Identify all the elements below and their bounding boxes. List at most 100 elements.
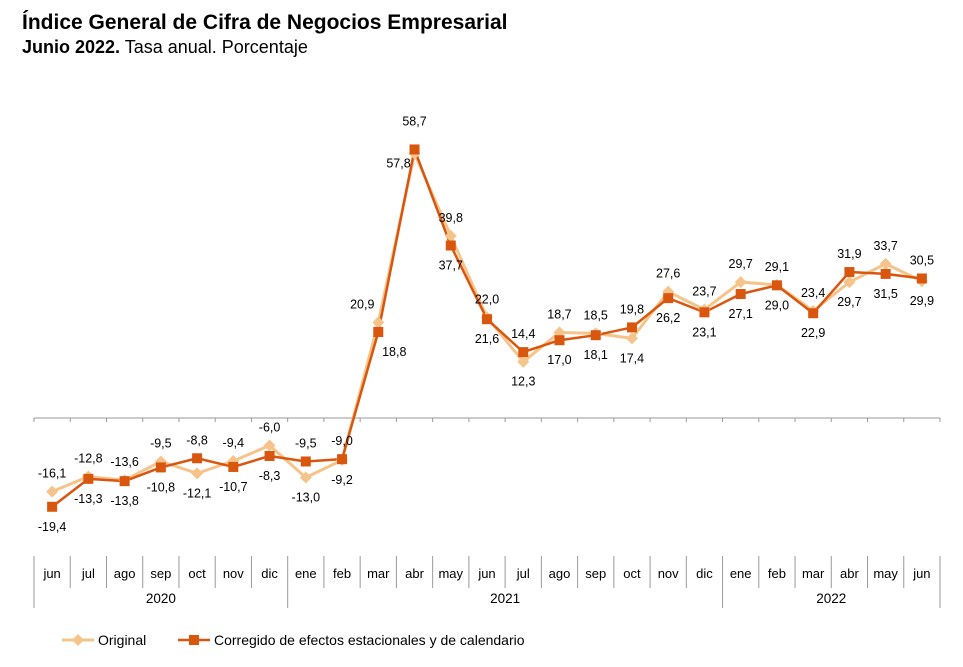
data-label-corrected: 29,0 xyxy=(765,298,789,312)
data-label-corrected: 19,8 xyxy=(620,302,644,316)
data-label-original: 22,0 xyxy=(475,292,499,306)
x-tick-label: nov xyxy=(658,566,679,581)
marker-original xyxy=(444,229,457,242)
data-label-corrected: 17,0 xyxy=(547,353,571,367)
series-lines xyxy=(51,148,923,508)
data-label-original: -12,8 xyxy=(74,452,103,466)
x-tick-label: dic xyxy=(696,566,713,581)
marker-corrected xyxy=(155,462,166,473)
data-label-original: 29,1 xyxy=(765,260,789,274)
marker-corrected xyxy=(808,308,819,319)
data-label-corrected: 31,9 xyxy=(837,247,861,261)
data-label-corrected: -13,8 xyxy=(110,494,139,508)
data-label-corrected: -19,4 xyxy=(38,520,67,534)
data-label-corrected: 31,5 xyxy=(873,287,897,301)
data-label-original: 20,9 xyxy=(350,297,374,311)
data-label-corrected: 21,6 xyxy=(475,332,499,346)
data-label-original: -13,0 xyxy=(292,490,321,504)
data-label-original: 29,9 xyxy=(910,294,934,308)
marker-corrected xyxy=(880,268,891,279)
x-tick-label: jun xyxy=(912,566,930,581)
legend-marker-corrected xyxy=(189,635,199,645)
marker-corrected xyxy=(264,450,275,461)
x-tick-label: oct xyxy=(188,566,206,581)
data-label-original: 12,3 xyxy=(511,375,535,389)
x-tick-label: oct xyxy=(623,566,641,581)
x-tick-label: abr xyxy=(405,566,424,581)
legend: Original Corregido de efectos estacionale… xyxy=(62,632,525,648)
x-tick-label: jul xyxy=(81,566,95,581)
data-label-corrected: -9,0 xyxy=(331,434,353,448)
markers xyxy=(46,144,928,512)
data-label-original: 33,7 xyxy=(873,239,897,253)
x-tick-label: abr xyxy=(840,566,859,581)
marker-corrected xyxy=(228,461,239,472)
marker-corrected xyxy=(844,267,855,278)
year-label: 2022 xyxy=(816,591,846,606)
marker-original xyxy=(263,439,276,452)
title-block: Índice General de Cifra de Negocios Empr… xyxy=(22,10,508,58)
x-tick-label: may xyxy=(873,566,898,581)
axes: jun jul ago sep oct nov dic ene feb mar abr may jun j… xyxy=(33,417,941,608)
data-label-corrected: -10,7 xyxy=(219,480,248,494)
data-label-corrected: -10,8 xyxy=(147,480,176,494)
x-tick-label: sep xyxy=(150,566,171,581)
marker-original xyxy=(46,485,59,498)
x-tick-label: nov xyxy=(223,566,244,581)
marker-corrected xyxy=(626,322,637,333)
marker-original xyxy=(843,276,856,289)
chart-title: Índice General de Cifra de Negocios Empr… xyxy=(22,11,508,34)
data-label-corrected: 27,1 xyxy=(729,307,753,321)
marker-corrected xyxy=(445,240,456,251)
data-label-corrected: -8,8 xyxy=(186,433,208,447)
x-tick-label: sep xyxy=(585,566,606,581)
data-label-corrected: 14,4 xyxy=(511,327,535,341)
data-label-corrected: 30,5 xyxy=(910,253,934,267)
marker-corrected xyxy=(663,293,674,304)
marker-corrected xyxy=(409,144,420,155)
data-label-original: 23,7 xyxy=(692,285,716,299)
x-tick-label: feb xyxy=(333,566,351,581)
marker-corrected xyxy=(735,289,746,300)
series-line-corrected xyxy=(51,148,923,508)
data-label-corrected: -13,3 xyxy=(74,492,103,506)
legend-marker-original xyxy=(72,634,84,646)
x-tick-label: dic xyxy=(261,566,278,581)
subtitle-description: Tasa anual. Porcentaje xyxy=(120,37,308,57)
marker-original xyxy=(879,257,892,270)
data-label-original: -6,0 xyxy=(259,420,281,434)
marker-original xyxy=(191,467,204,480)
data-label-original: 57,8 xyxy=(386,157,410,171)
data-label-corrected: 26,2 xyxy=(656,311,680,325)
x-tick-label: mar xyxy=(367,566,390,581)
x-tick-label: ago xyxy=(114,566,136,581)
marker-original xyxy=(299,471,312,484)
data-label-corrected: 58,7 xyxy=(402,114,426,128)
chart-subtitle: Junio 2022. Tasa anual. Porcentaje xyxy=(22,36,508,58)
data-labels: -16,1-19,4-12,8-13,3-13,6-13,8-9,5-10,8-… xyxy=(38,114,934,533)
marker-original xyxy=(517,355,530,368)
marker-corrected xyxy=(699,307,710,318)
marker-corrected xyxy=(771,280,782,291)
marker-corrected xyxy=(47,501,58,512)
marker-corrected xyxy=(192,453,203,464)
marker-original xyxy=(734,276,747,289)
marker-corrected xyxy=(373,326,384,337)
marker-corrected xyxy=(300,456,311,467)
x-tick-label: jul xyxy=(516,566,530,581)
data-label-corrected: 18,1 xyxy=(584,348,608,362)
data-label-corrected: 18,8 xyxy=(382,345,406,359)
marker-corrected xyxy=(916,273,927,284)
x-tick-label: feb xyxy=(768,566,786,581)
data-label-original: 23,4 xyxy=(801,286,825,300)
marker-corrected xyxy=(590,330,601,341)
data-label-original: 18,7 xyxy=(547,307,571,321)
legend-label-original: Original xyxy=(98,632,146,648)
data-label-original: 27,6 xyxy=(656,267,680,281)
subtitle-date: Junio 2022. xyxy=(22,37,121,57)
data-label-original: 18,5 xyxy=(584,308,608,322)
data-label-corrected: 37,7 xyxy=(439,259,463,273)
x-tick-label: ene xyxy=(295,566,317,581)
data-label-original: 39,8 xyxy=(439,211,463,225)
